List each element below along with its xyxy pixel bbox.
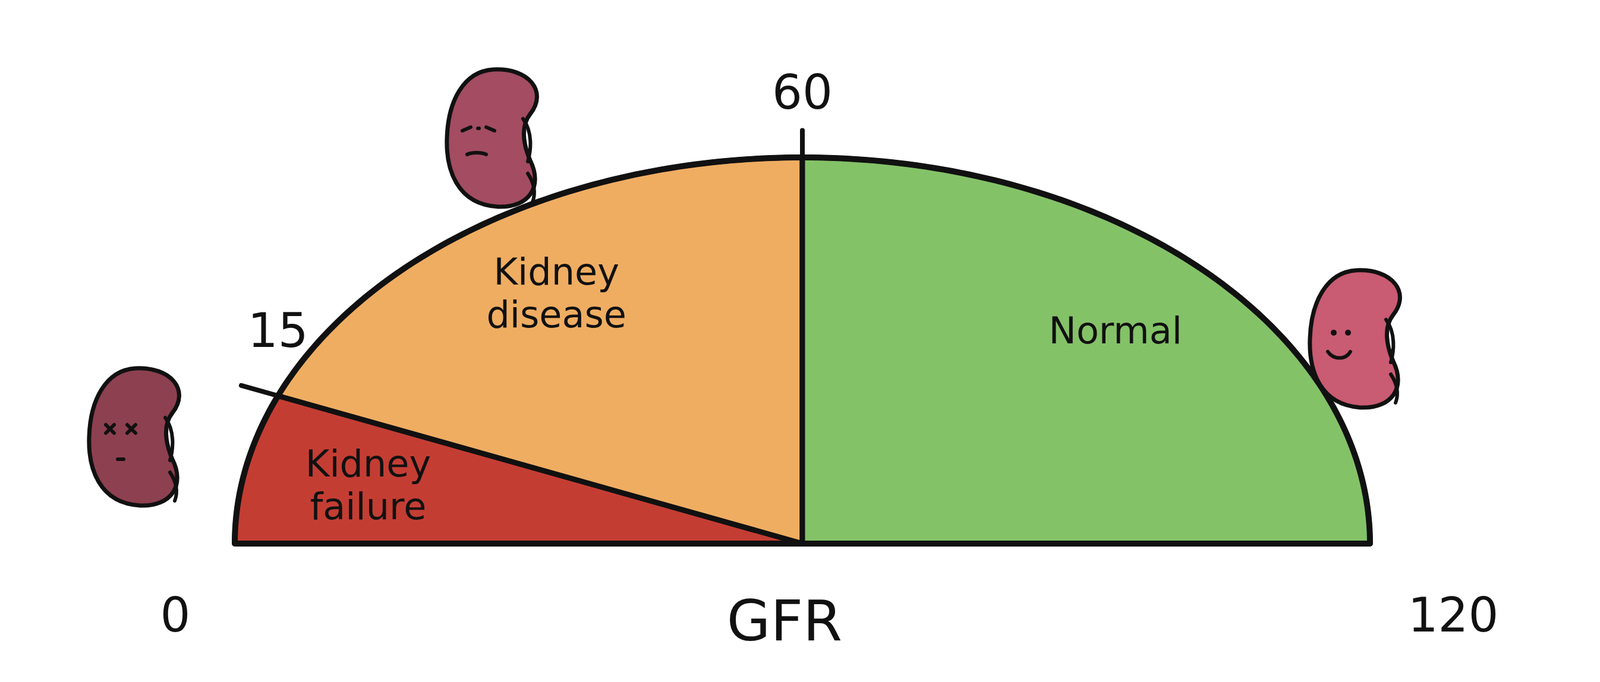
tick-line	[800, 130, 805, 545]
kidney-face	[477, 126, 480, 131]
axis-title: GFR	[726, 588, 843, 654]
kidney-detail	[169, 472, 177, 502]
kidney-body	[1309, 270, 1401, 408]
tick-label: 120	[1408, 587, 1499, 644]
kidney-face	[462, 127, 471, 131]
band-label: Normal	[1049, 309, 1183, 353]
kidney-icon	[1309, 270, 1401, 408]
axis: 0 15 60 120	[160, 64, 1499, 644]
kidney-detail	[1390, 374, 1398, 403]
kidney-detail	[165, 417, 173, 461]
kidney-face	[117, 457, 124, 462]
kidney-face	[1345, 329, 1351, 336]
kidney-detail	[523, 118, 531, 162]
tick-label: 60	[772, 64, 833, 121]
kidney-face	[105, 424, 115, 434]
band-labels: Kidneyfailure Kidneydisease Normal	[305, 250, 1183, 529]
gauge-band	[802, 157, 1370, 544]
kidney-icon	[89, 368, 180, 506]
tick-label: 15	[247, 303, 309, 359]
kidney-body	[446, 69, 538, 207]
kidney-face	[1327, 351, 1351, 359]
tick-line	[241, 385, 803, 544]
kidney-icon	[446, 69, 538, 207]
band-label: Kidneydisease	[486, 250, 626, 337]
kidney-face	[1330, 329, 1337, 336]
kidney-face	[127, 424, 136, 434]
kidney-body	[89, 368, 180, 506]
kidney-face	[467, 152, 487, 155]
band-label: Kidneyfailure	[305, 442, 431, 529]
kidney-face	[486, 127, 495, 131]
kidney-detail	[1386, 319, 1394, 363]
kidney-detail	[527, 173, 535, 203]
gauge-band	[278, 157, 803, 544]
tick-label: 0	[160, 587, 191, 644]
chart: 0 15 60 120 Kidneyfailure Kidneydisease Normal…	[0, 0, 1600, 682]
